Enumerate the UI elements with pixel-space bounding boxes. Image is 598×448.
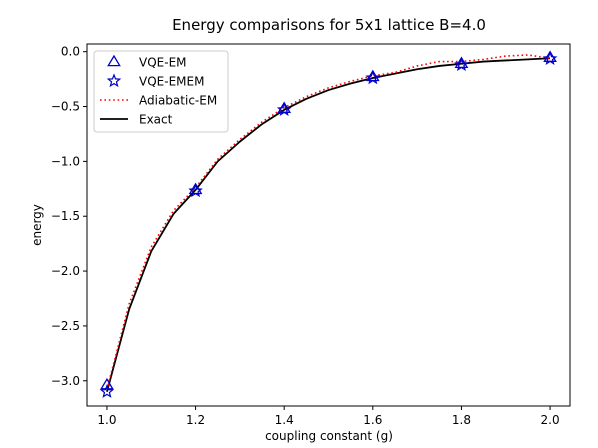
y-tick-label: 0.0 — [61, 45, 80, 59]
legend-label: Exact — [139, 113, 173, 127]
adiabatic-em-line — [106, 54, 551, 390]
x-tick-label: 1.2 — [186, 413, 205, 427]
exact-line — [106, 57, 551, 392]
y-tick-label: −1.0 — [51, 154, 80, 168]
legend: VQE-EM VQE-EMEM Adiabatic-EM Exact — [93, 50, 229, 133]
y-tick-label: −2.5 — [51, 319, 80, 333]
vqe-emem-point — [188, 183, 203, 198]
y-tick-label: −1.5 — [51, 209, 80, 223]
vqe-emem-point — [542, 51, 558, 65]
x-axis-label: coupling constant (g) — [265, 429, 393, 443]
y-tick-label: −3.0 — [51, 374, 80, 388]
legend-label: VQE-EM — [139, 56, 187, 70]
chart-title: Energy comparisons for 5x1 lattice B=4.0 — [172, 16, 486, 34]
plot-frame — [86, 43, 571, 407]
x-tick-label: 1.6 — [363, 413, 382, 427]
y-tick-label: −2.0 — [51, 264, 80, 278]
legend-box — [93, 50, 229, 133]
legend-label: VQE-EMEM — [139, 75, 204, 89]
vqe-emem-point — [276, 102, 292, 116]
legend-vqe-em-marker — [107, 54, 121, 67]
x-axis: 1.0 1.2 1.4 1.6 1.8 2.0 — [97, 406, 560, 427]
x-tick-label: 1.8 — [452, 413, 471, 427]
vqe-emem-point — [454, 57, 469, 72]
y-axis-label: energy — [30, 204, 44, 246]
legend-label: Adiabatic-EM — [139, 94, 217, 108]
x-tick-label: 2.0 — [541, 413, 560, 427]
vqe-emem-point — [365, 70, 381, 85]
vqe-emem-point — [99, 384, 115, 398]
y-axis: 0.0 −0.5 −1.0 −1.5 −2.0 −2.5 −3.0 — [51, 45, 87, 388]
x-tick-label: 1.0 — [97, 413, 116, 427]
x-tick-label: 1.4 — [275, 413, 294, 427]
y-tick-label: −0.5 — [51, 100, 80, 114]
plot-marks — [99, 50, 558, 398]
vqe-em-point — [100, 377, 114, 390]
legend-vqe-emem-marker — [106, 73, 122, 88]
